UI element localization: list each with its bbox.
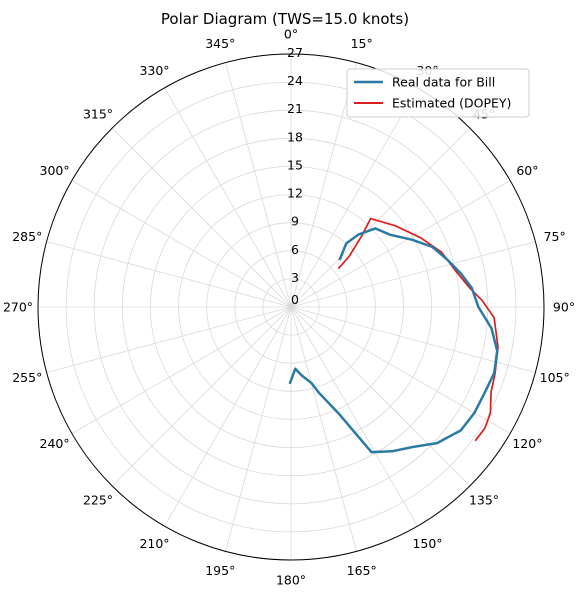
angle-tick-label: 105° (540, 370, 570, 385)
angle-tick-labels: 0°15°30°45°60°75°90°105°120°135°150°165°… (3, 27, 575, 588)
angle-tick-label: 90° (553, 300, 575, 315)
radial-gridline (290, 87, 418, 308)
polar-grid (37, 53, 545, 561)
legend: Real data for Bill Estimated (DOPEY) (346, 68, 530, 118)
angle-tick-label: 285° (12, 229, 42, 244)
angle-tick-label: 75° (544, 229, 566, 244)
angle-tick-label: 330° (139, 63, 169, 78)
radius-gridline (121, 137, 461, 477)
angle-tick-label: 15° (351, 36, 373, 51)
angle-tick-label: 210° (139, 536, 169, 551)
angle-tick-label: 165° (347, 563, 377, 578)
series-lines (288, 217, 499, 454)
radial-gridline (290, 306, 418, 527)
angle-tick-label: 150° (412, 536, 442, 551)
angle-tick-label: 120° (512, 436, 542, 451)
radial-gridline (225, 306, 292, 552)
radial-gridline (290, 306, 357, 552)
radial-gridline (46, 306, 292, 373)
radius-tick-label: 15 (287, 157, 303, 172)
legend-box (346, 68, 530, 118)
series-line-real-data (288, 227, 499, 454)
angle-tick-label: 255° (12, 370, 42, 385)
radial-gridline (290, 241, 536, 308)
radius-tick-label: 3 (291, 270, 299, 285)
radial-gridline (71, 180, 292, 308)
angle-tick-label: 240° (40, 436, 70, 451)
radius-tick-label: 27 (287, 45, 303, 60)
radial-gridline (290, 180, 511, 308)
angle-tick-label: 180° (276, 573, 306, 588)
radius-tick-label: 21 (287, 101, 303, 116)
angle-tick-label: 60° (516, 163, 538, 178)
angle-tick-label: 135° (469, 493, 499, 508)
radius-gridline (149, 165, 433, 449)
series-line-estimated (337, 217, 499, 442)
radial-gridline (164, 306, 292, 527)
angle-tick-label: 300° (40, 163, 70, 178)
radius-tick-label: 9 (291, 214, 299, 229)
radial-gridline (164, 87, 292, 308)
angle-tick-label: 195° (205, 563, 235, 578)
legend-label-estimated: Estimated (DOPEY) (392, 96, 511, 111)
angle-tick-label: 270° (3, 300, 33, 315)
radius-gridline (65, 81, 517, 533)
radial-gridline (46, 241, 292, 308)
radius-gridline (234, 250, 348, 364)
radius-gridline (206, 222, 376, 392)
radius-tick-label: 18 (287, 129, 303, 144)
radius-tick-label: 0 (291, 292, 299, 307)
radius-tick-label: 6 (291, 242, 299, 257)
radius-gridline (178, 194, 404, 420)
radius-tick-label: 12 (287, 186, 303, 201)
angle-tick-label: 345° (205, 36, 235, 51)
chart-title: Polar Diagram (TWS=15.0 knots) (161, 10, 409, 28)
radius-tick-labels: 0 3 6 9 12 15 18 21 24 27 (287, 45, 303, 307)
radial-gridline (290, 306, 536, 373)
radial-gridline (71, 306, 292, 434)
radius-tick-label: 24 (287, 73, 303, 88)
radius-gridline (93, 109, 489, 505)
radial-gridline (111, 306, 292, 487)
radial-gridline (290, 127, 471, 308)
angle-tick-label: 315° (83, 107, 113, 122)
angle-tick-label: 225° (83, 493, 113, 508)
radial-gridline (111, 127, 292, 308)
radial-gridline (225, 62, 292, 308)
radial-gridline (290, 306, 471, 487)
angle-tick-label: 0° (284, 27, 298, 42)
polar-frame (37, 53, 545, 561)
radius-gridline (262, 278, 320, 336)
legend-label-real-data: Real data for Bill (392, 75, 495, 90)
radial-gridline (290, 62, 357, 308)
